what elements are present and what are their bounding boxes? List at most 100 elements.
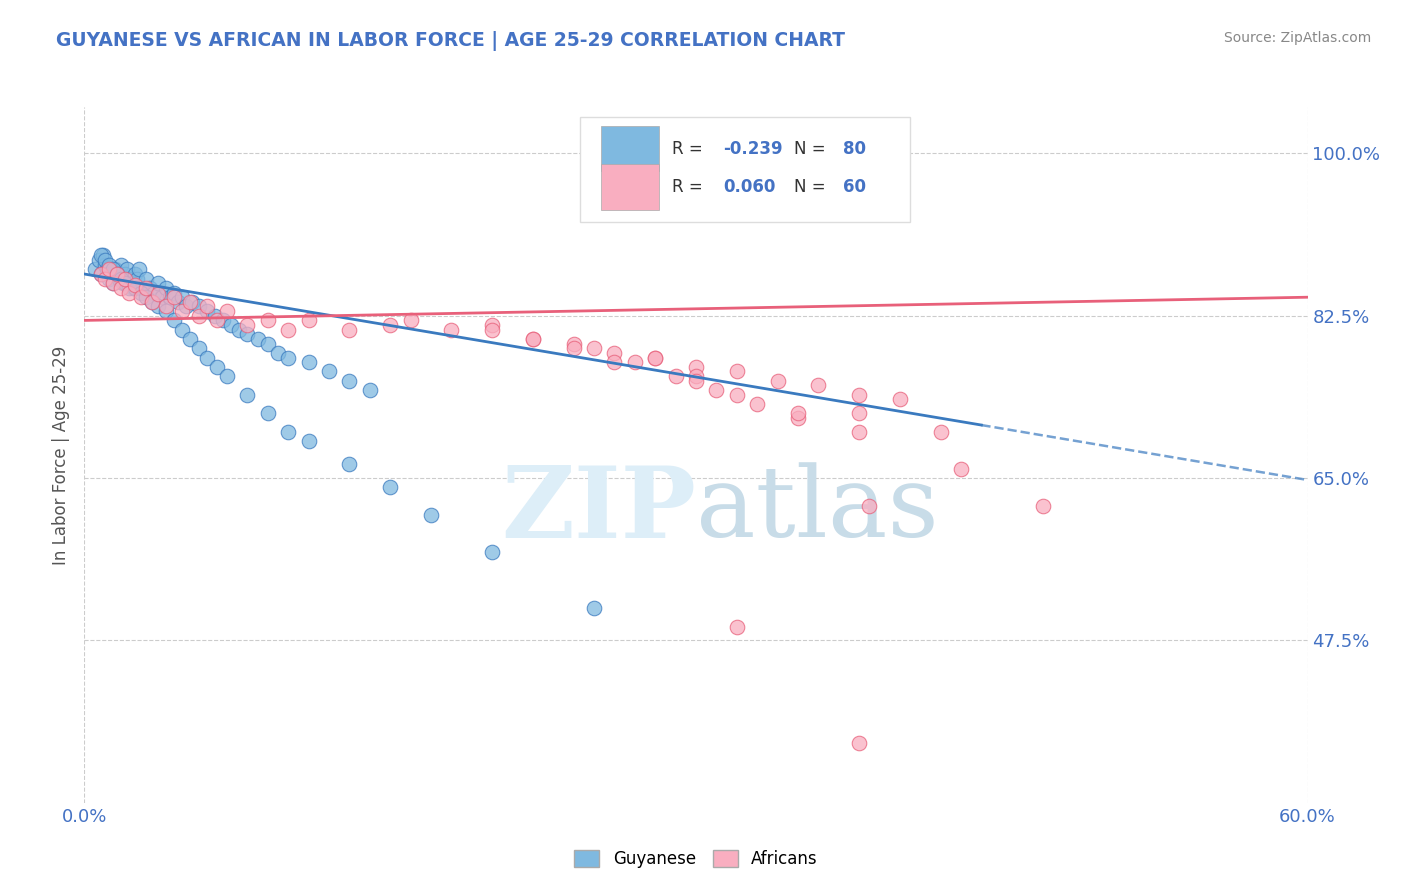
- Text: ZIP: ZIP: [501, 462, 696, 559]
- Point: [155, 304, 177, 318]
- Point: [277, 425, 299, 439]
- Point: [440, 323, 463, 337]
- Point: [603, 346, 626, 360]
- Point: [664, 369, 686, 384]
- Point: [766, 374, 789, 388]
- Point: [195, 304, 218, 318]
- Point: [122, 281, 145, 295]
- Point: [217, 369, 239, 384]
- Point: [950, 462, 973, 476]
- Point: [110, 271, 132, 285]
- Text: N =: N =: [794, 178, 831, 196]
- Point: [90, 248, 112, 262]
- Point: [124, 278, 146, 293]
- Text: R =: R =: [672, 140, 707, 158]
- Point: [131, 285, 153, 300]
- Point: [889, 392, 911, 407]
- Point: [179, 294, 201, 309]
- Point: [187, 309, 209, 323]
- Point: [685, 369, 707, 384]
- Point: [522, 332, 544, 346]
- Point: [339, 457, 360, 471]
- Point: [108, 271, 131, 285]
- Point: [725, 387, 748, 401]
- Point: [212, 313, 235, 327]
- Point: [155, 281, 177, 295]
- Point: [97, 271, 120, 285]
- Point: [138, 281, 160, 295]
- Point: [114, 271, 136, 285]
- FancyBboxPatch shape: [600, 164, 659, 210]
- Point: [163, 313, 186, 327]
- Point: [848, 406, 870, 420]
- Point: [120, 277, 142, 291]
- Point: [124, 281, 146, 295]
- Point: [380, 318, 402, 332]
- Point: [181, 294, 204, 309]
- Point: [101, 277, 124, 291]
- Point: [167, 294, 190, 309]
- Point: [97, 262, 120, 277]
- Point: [481, 545, 503, 559]
- Text: Source: ZipAtlas.com: Source: ZipAtlas.com: [1223, 31, 1371, 45]
- Point: [105, 267, 128, 281]
- Point: [141, 294, 163, 309]
- Point: [187, 341, 209, 355]
- Point: [481, 318, 503, 332]
- Point: [236, 327, 259, 342]
- Text: GUYANESE VS AFRICAN IN LABOR FORCE | AGE 25-29 CORRELATION CHART: GUYANESE VS AFRICAN IN LABOR FORCE | AGE…: [56, 31, 845, 51]
- Point: [163, 290, 186, 304]
- Point: [277, 351, 299, 365]
- Point: [146, 287, 169, 301]
- Point: [787, 410, 810, 425]
- Point: [124, 267, 146, 281]
- Point: [257, 313, 280, 327]
- Point: [127, 271, 149, 285]
- Point: [267, 346, 290, 360]
- Point: [257, 406, 280, 420]
- Point: [257, 336, 280, 351]
- Point: [277, 323, 299, 337]
- Point: [135, 290, 157, 304]
- Point: [339, 374, 360, 388]
- Point: [118, 281, 141, 295]
- Text: -0.239: -0.239: [723, 140, 783, 158]
- Point: [205, 313, 228, 327]
- Point: [155, 300, 177, 314]
- Point: [91, 248, 114, 262]
- Point: [174, 300, 197, 314]
- Point: [848, 425, 870, 439]
- Point: [399, 313, 422, 327]
- Point: [118, 285, 141, 300]
- Point: [90, 267, 112, 281]
- Point: [101, 262, 124, 277]
- Point: [110, 281, 132, 295]
- Point: [142, 285, 165, 300]
- Point: [195, 351, 218, 365]
- Point: [131, 290, 153, 304]
- Y-axis label: In Labor Force | Age 25-29: In Labor Force | Age 25-29: [52, 345, 70, 565]
- Point: [624, 355, 647, 369]
- Point: [205, 359, 228, 374]
- Point: [481, 323, 503, 337]
- FancyBboxPatch shape: [579, 118, 910, 222]
- Point: [112, 277, 135, 291]
- Point: [236, 387, 259, 401]
- Point: [146, 300, 169, 314]
- Point: [131, 281, 153, 295]
- Point: [725, 619, 748, 633]
- Point: [163, 285, 186, 300]
- Point: [93, 253, 115, 268]
- Point: [562, 336, 585, 351]
- Point: [562, 341, 585, 355]
- Point: [159, 290, 181, 304]
- Point: [150, 290, 173, 304]
- Point: [105, 267, 128, 281]
- Point: [135, 281, 157, 295]
- Point: [172, 323, 194, 337]
- Point: [172, 290, 194, 304]
- Point: [848, 735, 870, 749]
- Point: [236, 318, 259, 332]
- Point: [858, 499, 880, 513]
- Point: [93, 271, 115, 285]
